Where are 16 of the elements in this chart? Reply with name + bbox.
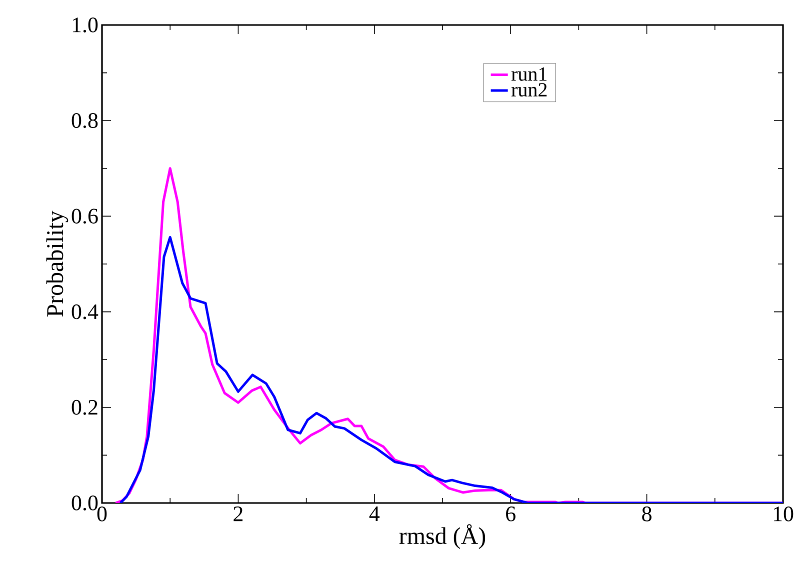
x-tick-label: 10 xyxy=(774,506,794,522)
y-tick-label: 0.6 xyxy=(72,208,98,224)
y-tick-label: 0.8 xyxy=(72,113,98,128)
y-axis-title: Probability xyxy=(46,210,68,317)
legend-label: run1 xyxy=(511,67,547,81)
x-tick-label: 0 xyxy=(97,506,107,522)
y-tick-label: 1.0 xyxy=(72,18,98,32)
y-tick-label: 0.4 xyxy=(72,304,98,320)
y-tick-label: 0.2 xyxy=(72,400,98,415)
legend-label: run2 xyxy=(511,83,547,97)
x-tick-label: 4 xyxy=(369,506,380,521)
x-tick-label: 6 xyxy=(506,506,516,522)
x-tick-label: 8 xyxy=(642,506,652,522)
y-tick-label: 0.0 xyxy=(72,496,98,510)
x-tick-label: 2 xyxy=(234,506,242,522)
x-axis-title: rmsd (Å) xyxy=(399,524,486,549)
